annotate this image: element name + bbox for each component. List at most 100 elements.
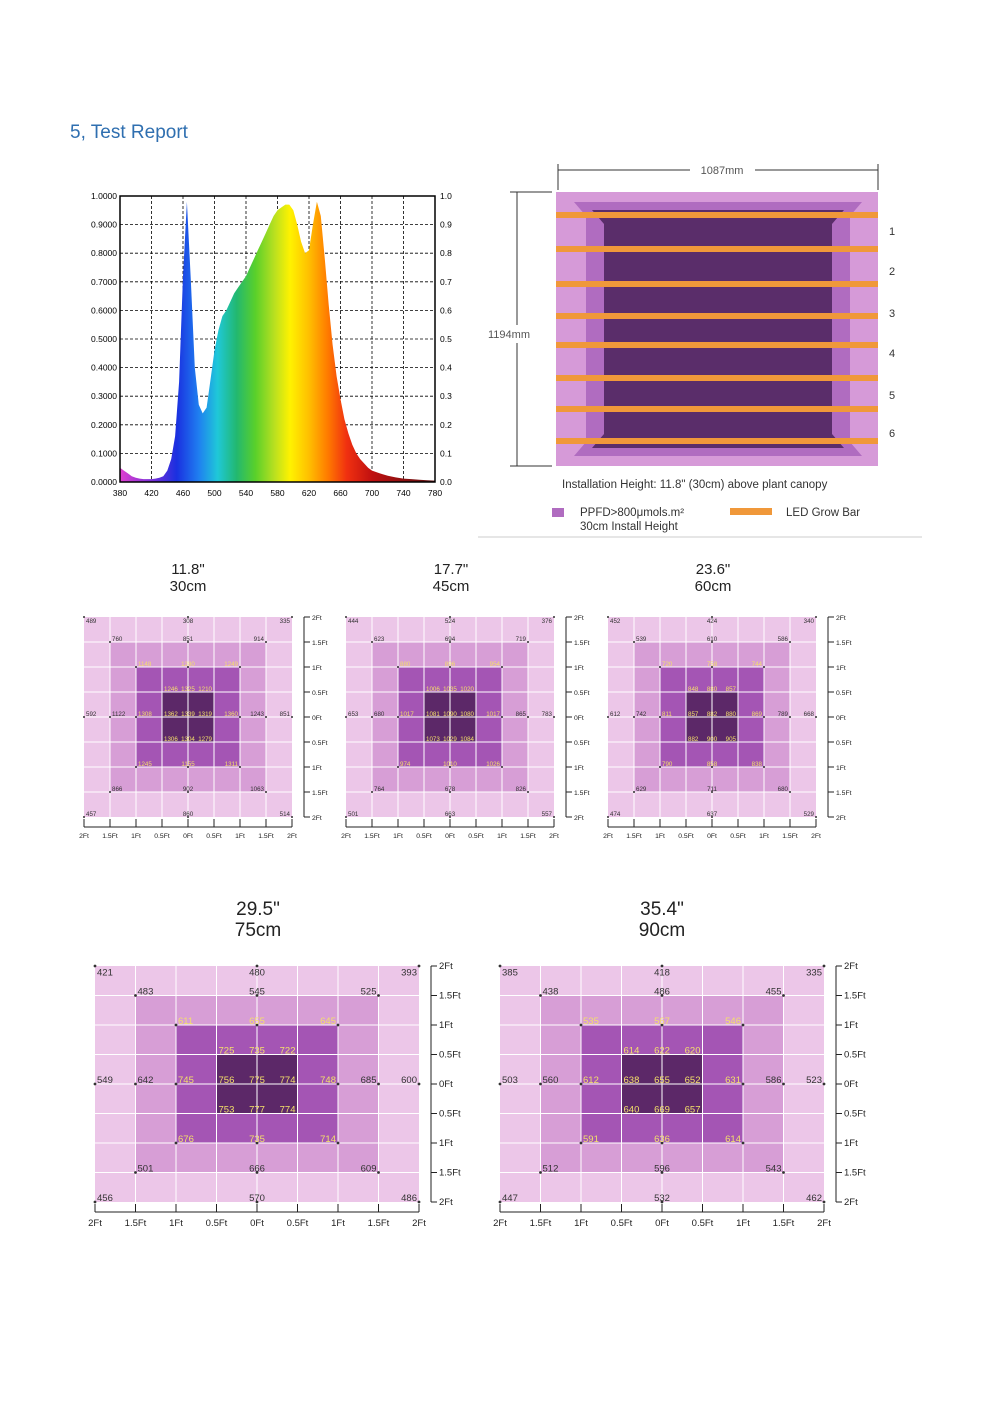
- y-axis-label: 1Ft: [844, 1138, 858, 1149]
- ppfd-map: 452 424 340 612 668 474 637 529 539 610 586 742 789 6…: [603, 615, 852, 840]
- y-axis-label: 1Ft: [439, 1020, 453, 1031]
- x-tick-label: 700: [365, 488, 379, 498]
- ppfd-value: 826: [516, 786, 527, 793]
- ppfd-value: 610: [707, 636, 718, 643]
- measure-point: [93, 964, 97, 968]
- bar-number: 4: [889, 348, 895, 360]
- measure-point: [763, 666, 765, 668]
- ppfd-value: 539: [636, 636, 647, 643]
- y-axis-label: 0.5Ft: [836, 740, 852, 747]
- led-bar: [556, 375, 878, 381]
- measure-point: [239, 766, 241, 768]
- measure-point: [660, 964, 664, 968]
- ppfd-value: 655: [654, 1075, 670, 1086]
- ppfd-map-title: 23.6" 60cm: [653, 561, 773, 595]
- measure-point: [553, 716, 555, 718]
- measure-point: [135, 716, 137, 718]
- ppfd-value: 1026: [486, 761, 500, 768]
- ppfd-value: 629: [636, 786, 647, 793]
- x-tick-label: 540: [239, 488, 253, 498]
- measure-point: [633, 716, 635, 718]
- ppfd-value: 652: [685, 1075, 701, 1086]
- ppfd-value: 335: [280, 618, 291, 625]
- y-axis-label: 1Ft: [574, 765, 584, 772]
- x-axis-label: 2Ft: [341, 833, 351, 840]
- ppfd-value: 742: [636, 711, 647, 718]
- spectrum-area: [120, 201, 435, 482]
- measure-point: [711, 816, 713, 818]
- measure-point: [579, 1023, 583, 1027]
- x-axis-label: 0.5Ft: [468, 833, 484, 840]
- ppfd-value: 421: [97, 968, 113, 979]
- ppfd-value: 385: [502, 968, 518, 979]
- ppfd-value: 838: [752, 761, 763, 768]
- x-tick-label: 660: [333, 488, 347, 498]
- measure-point: [660, 1200, 664, 1204]
- ppfd-value: 1148: [138, 661, 152, 668]
- measure-point: [109, 641, 111, 643]
- measure-point: [417, 964, 421, 968]
- ppfd-value: 1319: [198, 711, 212, 718]
- ppfd-value: 880: [400, 661, 411, 668]
- ppfd-value: 514: [280, 811, 291, 818]
- measure-point: [336, 1023, 340, 1027]
- x-axis-label: 0.5Ft: [692, 1218, 714, 1229]
- ppfd-value: 638: [624, 1075, 640, 1086]
- measure-point: [336, 1141, 340, 1145]
- measure-point: [134, 1082, 137, 1086]
- measure-point: [527, 716, 529, 718]
- map-height-cm: 30cm: [169, 577, 207, 595]
- measure-point: [659, 766, 661, 768]
- y-axis-label: 1.5Ft: [312, 790, 328, 797]
- ppfd-value: 444: [348, 618, 359, 625]
- map-height-inches: 29.5": [236, 899, 280, 920]
- ppfd-value: 1020: [460, 686, 474, 693]
- ppfd-value: 1155: [181, 761, 195, 768]
- y-axis-label: 0.5Ft: [439, 1109, 461, 1120]
- x-tick-label: 420: [144, 488, 158, 498]
- measure-point: [449, 816, 451, 818]
- ppfd-value: 480: [249, 968, 265, 979]
- ppfd-value: 851: [183, 636, 194, 643]
- measure-point: [633, 641, 635, 643]
- ppfd-value: 869: [752, 711, 763, 718]
- ppfd-value: 557: [542, 811, 553, 818]
- ppfd-map-title: 11.8" 30cm: [128, 561, 248, 595]
- measure-point: [789, 641, 791, 643]
- ppfd-value: 1010: [443, 761, 457, 768]
- measure-point: [345, 616, 347, 618]
- measure-point: [134, 1171, 137, 1174]
- bar-number: 3: [889, 308, 895, 320]
- led-bar: [556, 342, 878, 348]
- ppfd-value: 340: [804, 618, 815, 625]
- map-height-inches: 17.7": [433, 561, 469, 578]
- measure-point: [741, 1023, 745, 1027]
- ppfd-value: 1063: [250, 786, 264, 793]
- y-right-tick-label: 0.6: [440, 305, 452, 315]
- x-axis-label: 1Ft: [331, 1218, 345, 1229]
- ppfd-value: 1306: [164, 736, 178, 743]
- ppfd-value: 645: [320, 1016, 336, 1027]
- y-left-tick-label: 0.4000: [91, 363, 117, 373]
- y-axis-label: 2Ft: [439, 1197, 453, 1208]
- ppfd-value: 447: [502, 1193, 518, 1204]
- ppfd-value: 974: [400, 761, 411, 768]
- x-axis-label: 1Ft: [655, 833, 665, 840]
- measure-point: [239, 666, 241, 668]
- led-bar: [556, 406, 878, 412]
- legend-ppfd-height: 30cm Install Height: [580, 521, 679, 533]
- measure-point: [397, 666, 399, 668]
- measure-point: [660, 994, 664, 997]
- ppfd-value: 474: [610, 811, 621, 818]
- measure-point: [397, 716, 399, 718]
- led-bar: [556, 438, 878, 444]
- x-axis-label: 1.5Ft: [125, 1218, 147, 1229]
- ppfd-value: 457: [86, 811, 97, 818]
- ppfd-value: 637: [707, 811, 718, 818]
- y-axis-label: 0Ft: [574, 715, 584, 722]
- measure-point: [255, 1171, 259, 1174]
- y-left-tick-label: 0.6000: [91, 305, 117, 315]
- ppfd-value: 614: [725, 1134, 741, 1145]
- ppfd-value: 866: [112, 786, 123, 793]
- x-axis-label: 1.5Ft: [364, 833, 380, 840]
